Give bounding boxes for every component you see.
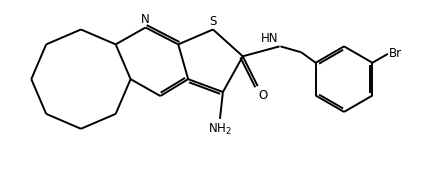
Text: N: N xyxy=(141,13,150,26)
Text: S: S xyxy=(209,15,217,28)
Text: O: O xyxy=(259,89,268,102)
Text: HN: HN xyxy=(261,32,279,45)
Text: Br: Br xyxy=(389,47,402,60)
Text: NH$_2$: NH$_2$ xyxy=(208,122,232,137)
